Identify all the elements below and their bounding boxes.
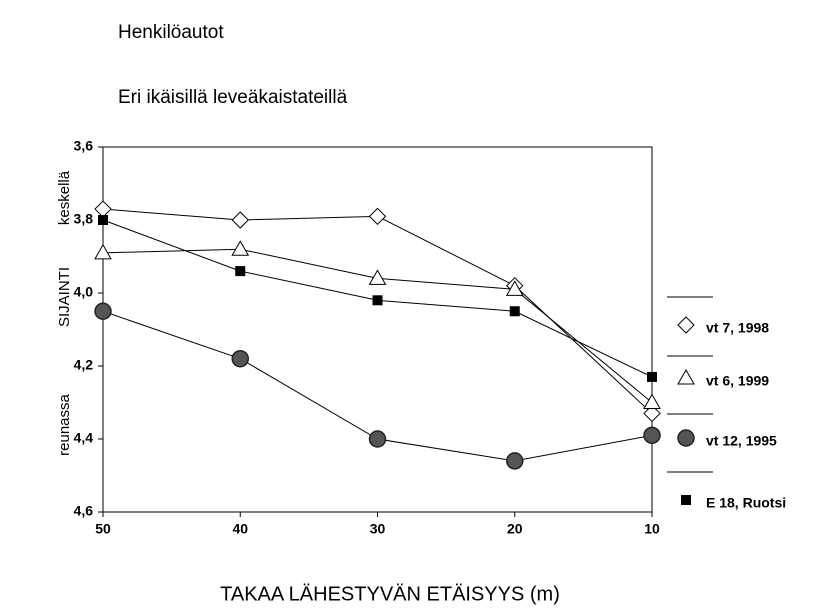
legend-marker (677, 368, 695, 385)
legend-marker (681, 495, 691, 505)
chart-subtitle: Eri ikäisillä leveäkaistateillä (118, 87, 348, 108)
legend-label: vt 12, 1995 (706, 433, 777, 449)
marker (643, 404, 661, 423)
marker (231, 211, 249, 229)
y-tick-label: 4,4 (74, 430, 94, 446)
y-axis-label: keskellä (56, 170, 73, 225)
x-tick-label: 30 (370, 521, 386, 537)
marker (505, 280, 524, 296)
marker (94, 302, 112, 320)
plot-frame (102, 146, 653, 513)
x-axis-label: TAKAA LÄHESTYVÄN ETÄISYYS (m) (220, 583, 560, 605)
marker (94, 200, 112, 218)
y-tick-label: 4,0 (74, 284, 94, 300)
marker (647, 371, 657, 382)
marker (509, 306, 520, 317)
y-axis-label: SIJAINTI (56, 267, 73, 327)
y-tick-label: 3,6 (74, 138, 94, 154)
y-tick-label: 3,8 (74, 211, 94, 227)
marker (643, 426, 661, 445)
marker (231, 240, 250, 256)
marker (231, 349, 249, 368)
marker (643, 393, 661, 409)
x-tick-label: 20 (507, 521, 523, 537)
legend-label: vt 6, 1999 (706, 373, 769, 389)
series-line (102, 208, 653, 414)
chart-title: Henkilöautot (118, 22, 224, 43)
x-tick-label: 40 (232, 521, 248, 537)
marker (368, 269, 387, 285)
x-tick-label: 10 (644, 521, 660, 537)
marker (235, 266, 246, 277)
marker (98, 215, 108, 225)
legend-marker (677, 429, 695, 447)
legend-marker (677, 316, 695, 334)
legend-label: E 18, Ruotsi (706, 495, 786, 511)
marker (506, 452, 524, 470)
y-tick-label: 4,6 (74, 503, 94, 519)
y-axis-label: reunassa (56, 393, 73, 455)
legend-label: vt 7, 1998 (706, 320, 769, 336)
marker (368, 430, 387, 448)
marker (368, 207, 387, 226)
y-tick-label: 4,2 (74, 357, 94, 373)
x-tick-label: 50 (95, 521, 111, 537)
marker (372, 295, 383, 306)
marker (94, 243, 112, 260)
